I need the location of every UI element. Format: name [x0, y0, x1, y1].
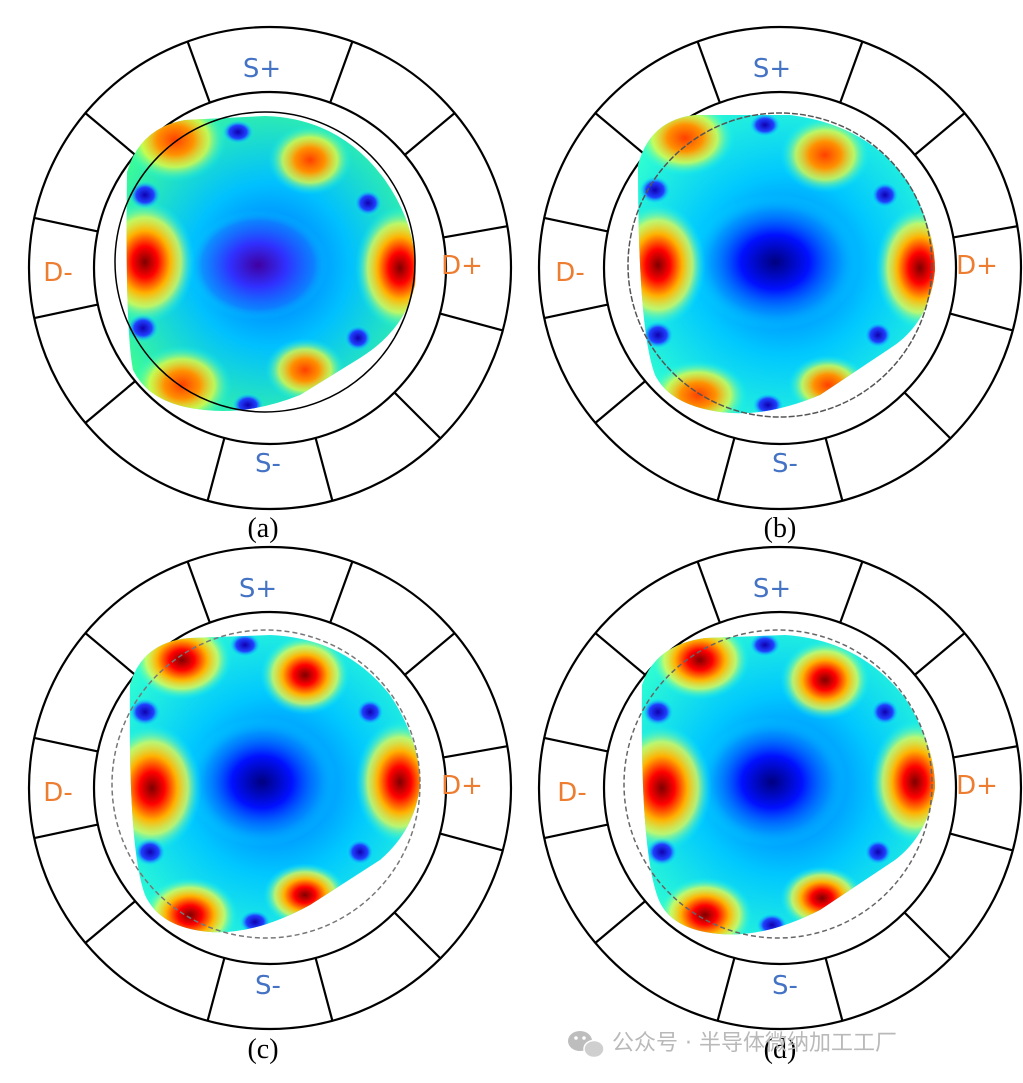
- ring-divider: [914, 632, 966, 676]
- electrode-ring: [27, 25, 513, 511]
- ring-divider: [84, 632, 136, 676]
- ring-divider: [439, 312, 504, 332]
- ring-divider: [34, 216, 99, 233]
- ring-divider: [839, 561, 864, 623]
- electrode-label-bottom: S-: [255, 971, 281, 1001]
- ring-divider: [404, 112, 456, 156]
- ring-divider: [393, 911, 442, 960]
- ring-divider: [34, 303, 99, 320]
- ring-divider: [949, 312, 1014, 332]
- ring-divider: [393, 391, 442, 440]
- panel-caption: (c): [247, 1034, 278, 1065]
- electrode-label-top: S+: [753, 54, 791, 84]
- ring-divider: [594, 112, 646, 156]
- ring-divider: [594, 632, 646, 676]
- ring-divider: [404, 632, 456, 676]
- panel-caption: (a): [247, 513, 278, 544]
- electrode-label-right: D+: [441, 771, 483, 801]
- ring-divider: [903, 911, 952, 960]
- electrode-ring: [537, 545, 1023, 1031]
- wechat-icon: [568, 1031, 605, 1059]
- ring-divider: [949, 832, 1014, 852]
- electrode-ring: [27, 545, 513, 1031]
- watermark: 公众号 · 半导体微纳加工工厂: [568, 1031, 897, 1059]
- ring-divider: [439, 832, 504, 852]
- ring-divider: [953, 225, 1018, 239]
- panel-caption: (b): [764, 513, 797, 544]
- ring-divider: [314, 437, 334, 502]
- electrode-label-bottom: S-: [772, 449, 798, 479]
- ring-divider: [443, 225, 508, 239]
- ring-divider: [594, 380, 646, 424]
- electrode-label-top: S+: [239, 574, 277, 604]
- panel-b: S+ S- D- D+ (b): [537, 25, 1023, 544]
- field-map: [623, 629, 936, 939]
- electrode-label-right: D+: [956, 771, 998, 801]
- watermark-text: 公众号 · 半导体微纳加工工厂: [612, 1031, 897, 1056]
- electrode-label-top: S+: [753, 574, 791, 604]
- ring-divider: [443, 745, 508, 759]
- ring-divider: [34, 736, 99, 753]
- ring-divider: [206, 437, 226, 502]
- ring-divider: [329, 561, 354, 623]
- field-map: [114, 111, 416, 413]
- panel-a: S+ S- D- D+ (a): [27, 25, 513, 544]
- ring-divider: [314, 957, 334, 1022]
- ring-divider: [716, 957, 736, 1022]
- ring-divider: [544, 303, 609, 320]
- ring-divider: [716, 437, 736, 502]
- electrode-label-bottom: S-: [255, 449, 281, 479]
- ring-divider: [84, 900, 136, 944]
- electrode-label-bottom: S-: [772, 971, 798, 1001]
- ring-divider: [544, 216, 609, 233]
- ring-divider: [84, 380, 136, 424]
- electrode-label-left: D-: [557, 778, 586, 808]
- ring-divider: [84, 112, 136, 156]
- electrode-label-right: D+: [441, 251, 483, 281]
- ring-divider: [186, 41, 211, 103]
- field-map: [627, 112, 935, 418]
- ring-divider: [696, 561, 721, 623]
- ring-divider: [329, 41, 354, 103]
- panel-d: S+ S- D- D+ (d): [537, 545, 1023, 1065]
- ring-divider: [544, 823, 609, 840]
- electrode-label-left: D-: [43, 778, 72, 808]
- ring-divider: [594, 900, 646, 944]
- ring-divider: [206, 957, 226, 1022]
- field-map: [111, 629, 421, 939]
- ring-divider: [914, 112, 966, 156]
- ring-divider: [186, 561, 211, 623]
- panel-c: S+ S- D- D+ (c): [27, 545, 513, 1065]
- ring-divider: [824, 437, 844, 502]
- ring-divider: [696, 41, 721, 103]
- ring-divider: [903, 391, 952, 440]
- panel-caption: (d): [764, 1034, 797, 1065]
- electrode-label-right: D+: [956, 251, 998, 281]
- electrode-label-top: S+: [243, 54, 281, 84]
- electrode-label-left: D-: [43, 258, 72, 288]
- ring-divider: [953, 745, 1018, 759]
- electrode-ring: [537, 25, 1023, 511]
- electrode-label-left: D-: [555, 258, 584, 288]
- ring-divider: [824, 957, 844, 1022]
- ring-divider: [544, 736, 609, 753]
- ring-divider: [839, 41, 864, 103]
- ring-divider: [34, 823, 99, 840]
